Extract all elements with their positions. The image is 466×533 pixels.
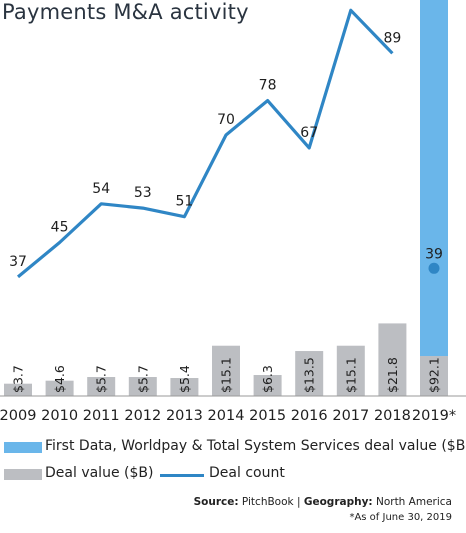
deal-value-bar — [128, 377, 157, 396]
chart-title: Payments M&A activity — [2, 0, 249, 24]
deal-value-label: $5.4 — [177, 365, 192, 393]
source-value: PitchBook — [241, 496, 294, 508]
deal-value-label: $4.6 — [52, 365, 67, 393]
deal-count-label: 54 — [92, 181, 110, 197]
source-separator: | — [296, 496, 301, 508]
deal-value-bar — [170, 378, 199, 396]
deal-value-bar — [378, 323, 407, 396]
deal-count-label: 53 — [134, 185, 152, 201]
footnote: *As of June 30, 2019 — [349, 512, 452, 523]
legend-swatch-deal-count — [160, 474, 204, 477]
big-deals-bar — [420, 0, 448, 357]
deal-value-bar — [253, 375, 282, 396]
deal-value-bar — [4, 383, 32, 396]
deal-count-label: 70 — [217, 112, 235, 128]
deal-value-label: $3.7 — [11, 365, 26, 393]
source-label: Source: — [193, 496, 239, 508]
legend-swatch-big-deals — [4, 442, 42, 453]
x-tick-label: 2015 — [249, 408, 286, 424]
x-tick-label: 2014 — [208, 408, 245, 424]
deal-value-label: $15.1 — [219, 357, 234, 393]
legend-label-big-deals: First Data, Worldpay & Total System Serv… — [45, 438, 466, 454]
source-note: Source: PitchBook | Geography: North Ame… — [194, 496, 452, 508]
geography-label: Geography: — [303, 496, 373, 508]
deal-value-bar — [87, 377, 116, 396]
deal-value-bar — [212, 345, 240, 396]
deal-value-label: $15.1 — [343, 357, 358, 393]
deal-count-label: 67 — [300, 125, 318, 141]
deal-value-bar — [420, 356, 448, 396]
deal-count-label: 51 — [175, 194, 193, 210]
x-tick-label: 2011 — [83, 408, 120, 424]
deal-count-label: 39 — [425, 246, 443, 262]
deal-value-bar — [336, 345, 365, 396]
x-tick-label: 2013 — [166, 408, 203, 424]
deal-count-label: 99 — [342, 0, 360, 3]
x-tick-label: 2016 — [291, 408, 328, 424]
legend-label-deal-count: Deal count — [209, 465, 285, 481]
deal-count-label: 37 — [9, 254, 27, 270]
deal-value-label: $6.3 — [260, 365, 275, 393]
x-tick-label: 2009 — [0, 408, 36, 424]
geography-value: North America — [375, 496, 452, 508]
deal-value-label: $21.8 — [385, 357, 400, 393]
chart-plot: $3.7 $4.6 $5.7 $5.7 $5.4 $15.1 $6.3 $13.5 $15.1 $… — [0, 0, 466, 424]
x-tick-label: 2019* — [412, 408, 456, 424]
deal-count-label: 45 — [51, 220, 69, 236]
deal-value-bar — [295, 351, 324, 396]
deal-count-label: 89 — [383, 30, 401, 46]
deal-value-label: $92.1 — [427, 357, 442, 393]
deal-value-bar — [45, 380, 74, 396]
x-tick-label: 2017 — [332, 408, 369, 424]
deal-value-label: $5.7 — [135, 365, 150, 393]
legend-swatch-deal-value — [4, 469, 42, 480]
x-tick-label: 2018 — [374, 408, 411, 424]
x-tick-label: 2010 — [41, 408, 78, 424]
deal-count-point — [428, 262, 440, 274]
deal-count-line — [16, 8, 394, 279]
x-tick-label: 2012 — [124, 408, 161, 424]
deal-value-label: $13.5 — [302, 357, 317, 393]
legend-label-deal-value: Deal value ($B) — [45, 465, 154, 481]
deal-value-label: $5.7 — [94, 365, 109, 393]
deal-count-label: 78 — [259, 78, 277, 94]
